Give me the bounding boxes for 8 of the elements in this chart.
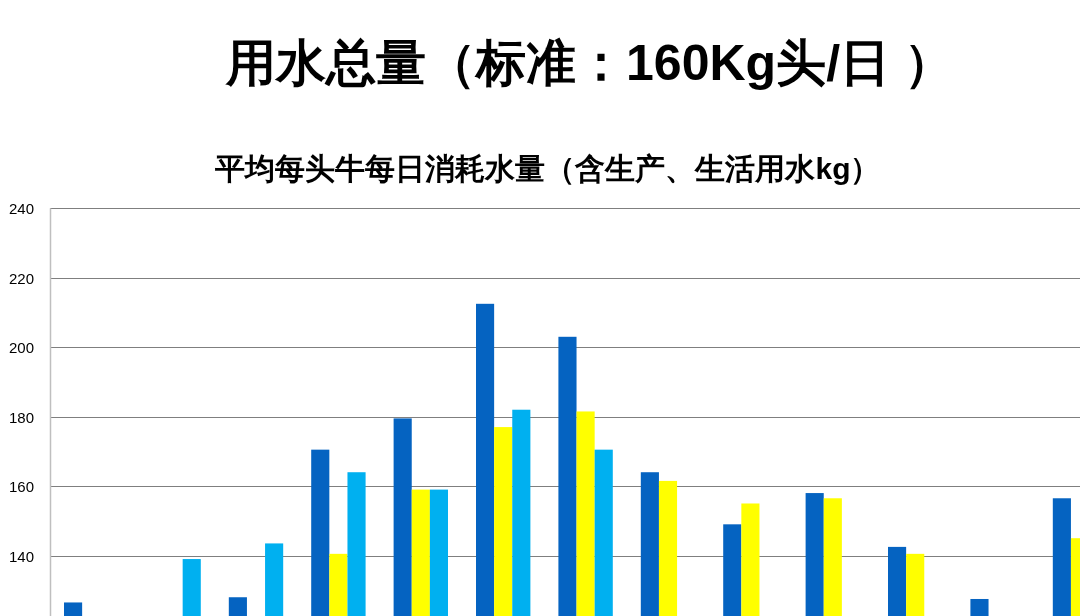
subtitle: 平均每头牛每日消耗水量（含生产、生活用水kg） <box>215 152 881 185</box>
y-tick-label: 180 <box>8 409 34 426</box>
title: 用水总量（标准：160Kg头/日 ） <box>226 35 954 91</box>
y-tick-label: 160 <box>8 478 34 495</box>
y-tick-label: 240 <box>8 200 34 217</box>
y-tick-label: 140 <box>8 548 34 565</box>
y-tick-label: 200 <box>8 339 34 356</box>
y-tick-label: 220 <box>8 270 34 287</box>
